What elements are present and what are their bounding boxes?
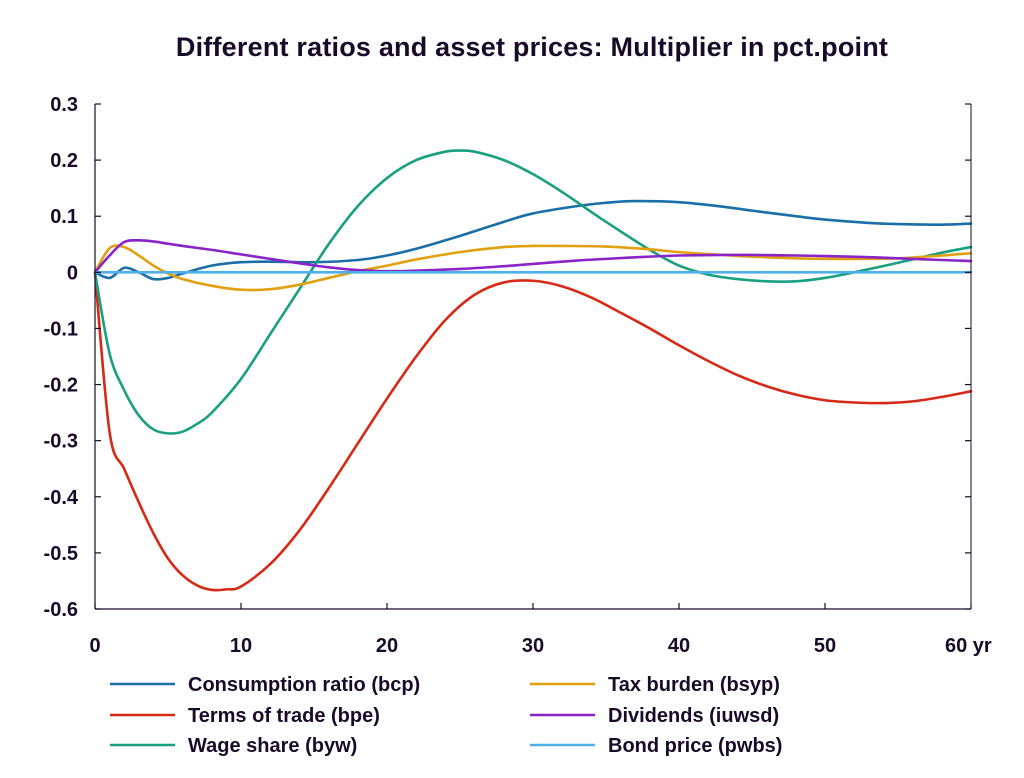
- y-axis-ticks: 0.3 0.2 0.1 0 -0.1 -0.2 -0.3 -0.4 -0.5 -0.6: [44, 94, 971, 621]
- series-line-terms-of-trade: [93, 271, 973, 592]
- y-tick-label: 0.2: [50, 150, 78, 172]
- legend-label: Bond price (pwbs): [608, 735, 782, 757]
- legend-label: Tax burden (bsyp): [608, 674, 780, 696]
- x-tick-label: 30: [522, 635, 544, 657]
- x-tick-label: 50: [814, 635, 836, 657]
- y-tick-label: -0.3: [44, 431, 78, 453]
- x-axis-ticks: 0 10 20 30 40 50 60 yr: [89, 603, 992, 657]
- series-lines: [93, 149, 973, 592]
- legend-label: Wage share (byw): [188, 735, 357, 757]
- y-tick-label: -0.5: [44, 543, 78, 565]
- legend-label: Dividends (iuwsd): [608, 705, 779, 727]
- x-tick-label: 60 yr: [945, 635, 992, 657]
- series-line-dividends: [93, 238, 973, 274]
- y-tick-label: 0.1: [50, 206, 78, 228]
- legend-label: Terms of trade (bpe): [188, 705, 380, 727]
- y-tick-label: -0.6: [44, 599, 78, 621]
- chart-title: Different ratios and asset prices: Multi…: [175, 32, 889, 62]
- x-tick-label: 40: [668, 635, 690, 657]
- y-tick-label: -0.4: [44, 487, 79, 509]
- y-tick-label: 0: [67, 262, 78, 284]
- series-line-wage-share: [93, 149, 973, 435]
- y-tick-label: 0.3: [50, 94, 78, 116]
- y-tick-label: -0.2: [44, 375, 78, 397]
- legend-label: Consumption ratio (bcp): [188, 674, 420, 696]
- plot-frame: [94, 104, 972, 610]
- x-tick-label: 0: [89, 635, 100, 657]
- y-tick-label: -0.1: [44, 318, 78, 340]
- x-tick-label: 10: [230, 635, 252, 657]
- series-line-consumption-ratio: [93, 199, 973, 281]
- legend: Consumption ratio (bcp) Terms of trade (b…: [110, 674, 782, 757]
- x-tick-label: 20: [376, 635, 398, 657]
